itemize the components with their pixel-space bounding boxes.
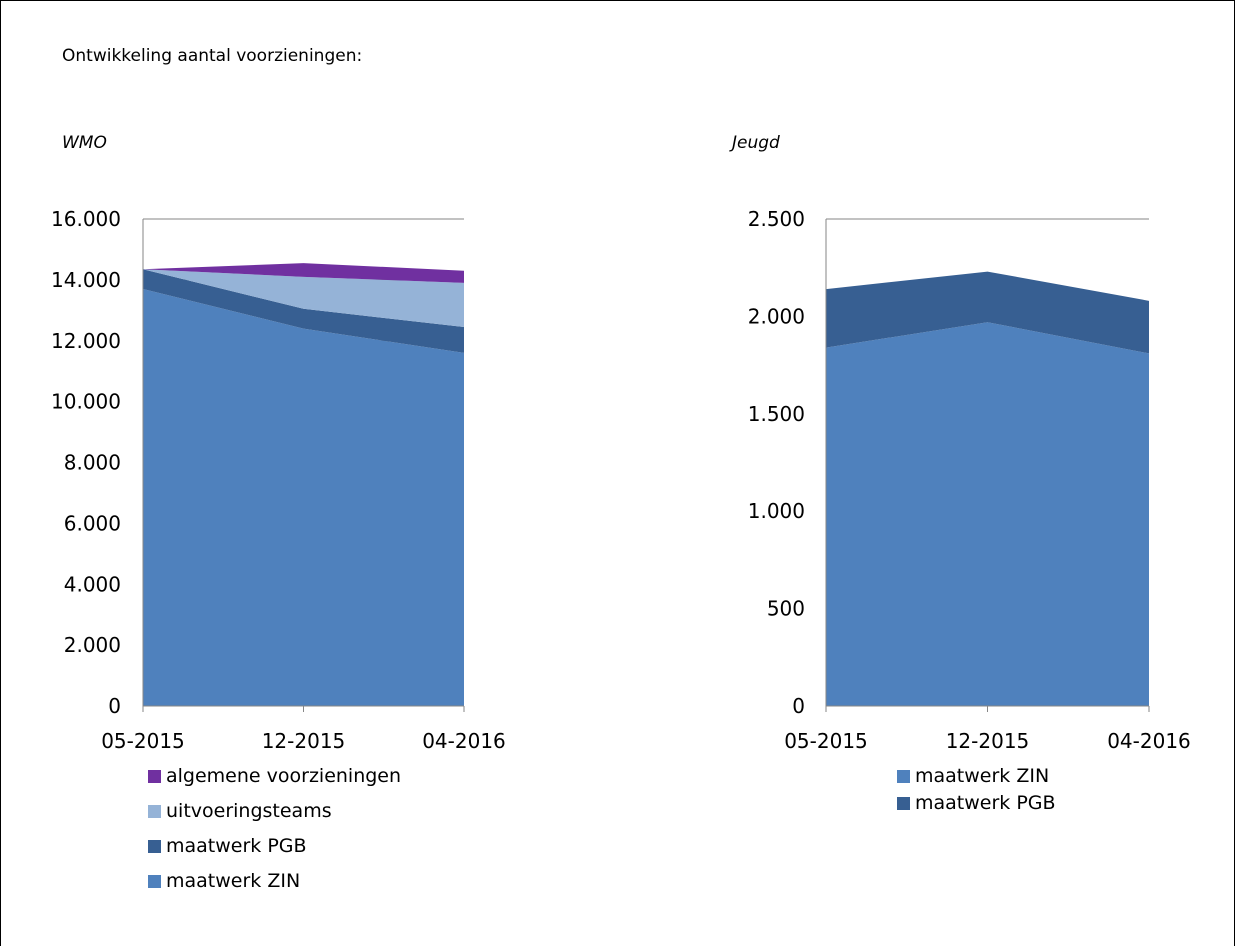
- jeugd-y-tick-label: 500: [767, 597, 805, 621]
- wmo-legend-label: maatwerk ZIN: [166, 870, 301, 892]
- jeugd-y-tick-label: 1.000: [748, 499, 805, 523]
- wmo-area-uitvoeringsteams: [143, 269, 464, 328]
- wmo-legend-label: maatwerk PGB: [166, 835, 307, 857]
- jeugd-legend-swatch: [897, 769, 910, 783]
- wmo-legend-swatch: [148, 804, 161, 818]
- wmo-x-tick-label: 04-2016: [422, 729, 506, 753]
- jeugd-x-tick-label: 05-2015: [784, 729, 868, 753]
- wmo-legend-swatch: [148, 839, 161, 853]
- wmo-y-tick-label: 4.000: [64, 572, 121, 596]
- wmo-y-tick-label: 12.000: [51, 329, 121, 353]
- wmo-legend-item: maatwerk ZIN: [148, 870, 300, 892]
- wmo-y-tick-label: 2.000: [64, 633, 121, 657]
- jeugd-legend-label: maatwerk ZIN: [915, 765, 1050, 787]
- jeugd-y-tick-label: 2.500: [748, 207, 805, 231]
- jeugd-legend-item: maatwerk PGB: [897, 792, 1056, 814]
- wmo-y-tick-label: 8.000: [64, 451, 121, 475]
- jeugd-x-tick-label: 12-2015: [946, 729, 1030, 753]
- wmo-area-maatwerk-zin: [143, 289, 464, 706]
- jeugd-area-maatwerk-pgb: [826, 271, 1149, 354]
- wmo-legend-swatch: [148, 874, 161, 888]
- wmo-legend-item: uitvoeringsteams: [148, 800, 332, 822]
- wmo-legend-label: algemene voorzieningen: [166, 765, 402, 787]
- jeugd-chart-title: Jeugd: [732, 133, 780, 153]
- jeugd-legend-swatch: [897, 796, 910, 810]
- wmo-y-tick-label: 14.000: [51, 268, 121, 292]
- jeugd-y-tick-label: 2.000: [748, 304, 805, 328]
- jeugd-legend-item: maatwerk ZIN: [897, 765, 1049, 787]
- jeugd-legend-label: maatwerk PGB: [915, 792, 1056, 814]
- wmo-y-tick-label: 10.000: [51, 390, 121, 414]
- wmo-area-algemene-voorzieningen: [143, 263, 464, 283]
- jeugd-y-tick-label: 1.500: [748, 402, 805, 426]
- wmo-x-tick-label: 12-2015: [262, 729, 346, 753]
- wmo-legend-item: maatwerk PGB: [148, 835, 307, 857]
- wmo-chart-title: WMO: [62, 133, 107, 153]
- wmo-x-tick-label: 05-2015: [101, 729, 185, 753]
- wmo-y-tick-label: 16.000: [51, 207, 121, 231]
- jeugd-x-tick-label: 04-2016: [1107, 729, 1191, 753]
- wmo-legend-swatch: [148, 769, 161, 783]
- wmo-area-maatwerk-pgb: [143, 269, 464, 353]
- page-title: Ontwikkeling aantal voorzieningen:: [62, 46, 363, 66]
- wmo-y-tick-label: 0: [108, 694, 121, 718]
- wmo-y-tick-label: 6.000: [64, 511, 121, 535]
- jeugd-y-tick-label: 0: [792, 694, 805, 718]
- wmo-legend-label: uitvoeringsteams: [166, 800, 332, 822]
- wmo-legend-item: algemene voorzieningen: [148, 765, 401, 787]
- jeugd-area-maatwerk-zin: [826, 322, 1149, 706]
